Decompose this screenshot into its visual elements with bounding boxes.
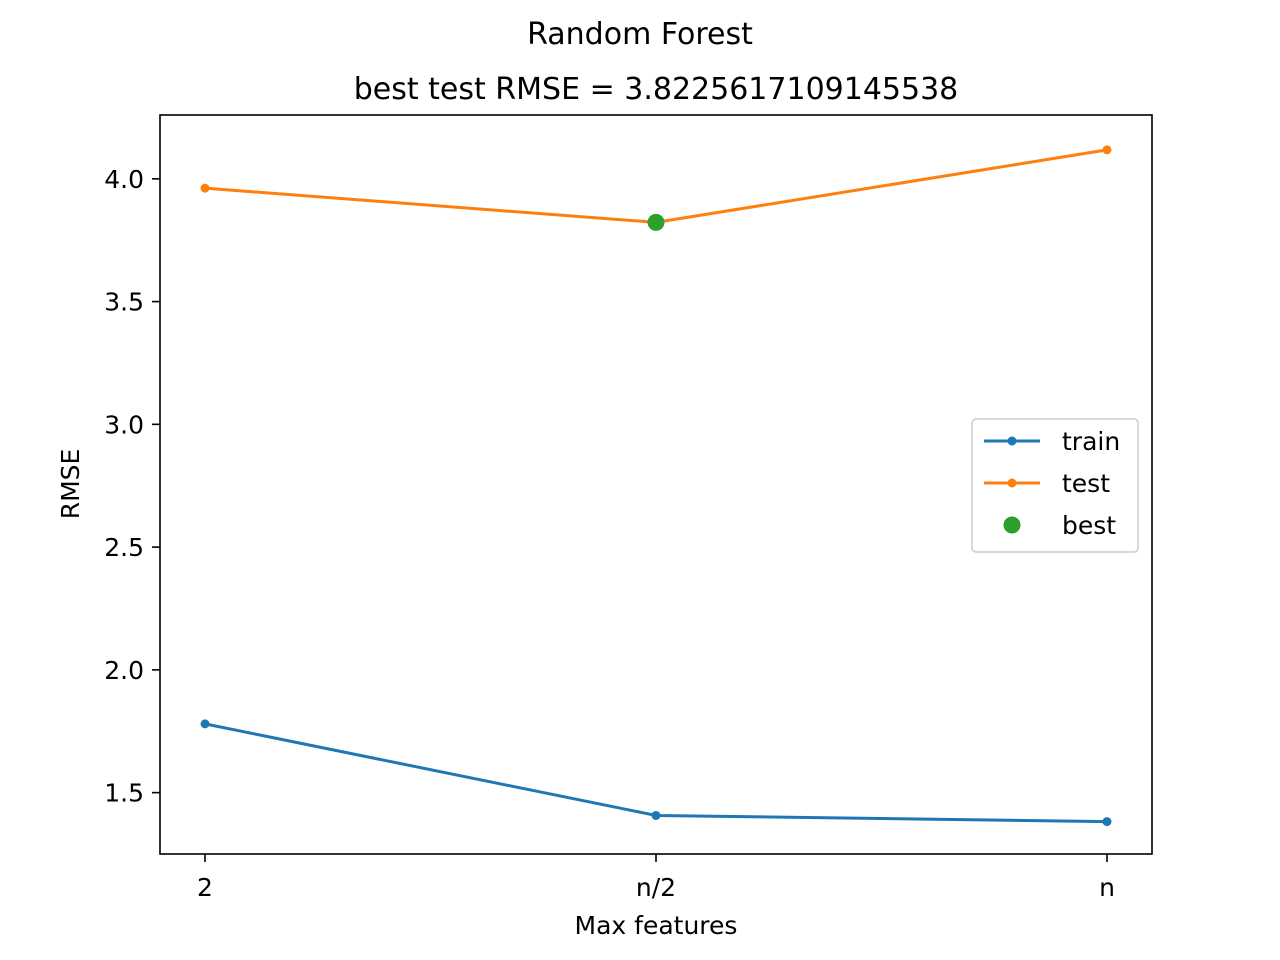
legend-test-label: test — [1062, 469, 1110, 498]
y-tick-label: 2.0 — [104, 656, 144, 685]
y-axis-label: RMSE — [56, 449, 85, 520]
chart-title: best test RMSE = 3.8225617109145538 — [354, 72, 959, 107]
train-point-1 — [651, 810, 661, 820]
test-point-2 — [1102, 145, 1112, 155]
train-point-2 — [1102, 817, 1112, 827]
plot-area — [159, 114, 1153, 855]
x-tick-label: 2 — [197, 873, 213, 902]
x-tick-label: n — [1099, 873, 1115, 902]
y-tick-label: 1.5 — [104, 779, 144, 808]
legend-best-label: best — [1062, 511, 1116, 540]
legend-test-marker — [1007, 478, 1017, 488]
legend-train-label: train — [1062, 427, 1120, 456]
x-axis: 2 n/2 n — [197, 854, 1115, 902]
y-tick-label: 3.5 — [104, 288, 144, 317]
x-axis-label: Max features — [575, 911, 738, 940]
best-point-marker — [647, 213, 665, 231]
legend: train test best — [971, 418, 1139, 553]
legend-best-marker — [1003, 516, 1021, 534]
chart-suptitle: Random Forest — [527, 17, 753, 52]
test-point-0 — [200, 183, 210, 193]
y-tick-label: 3.0 — [104, 410, 144, 439]
y-tick-label: 4.0 — [104, 165, 144, 194]
legend-train-marker — [1007, 436, 1017, 446]
y-axis: 1.5 2.0 2.5 3.0 3.5 4.0 — [104, 165, 160, 808]
series-layer — [200, 145, 1112, 827]
x-tick-label: n/2 — [636, 873, 676, 902]
y-tick-label: 2.5 — [104, 533, 144, 562]
train-point-0 — [200, 719, 210, 729]
